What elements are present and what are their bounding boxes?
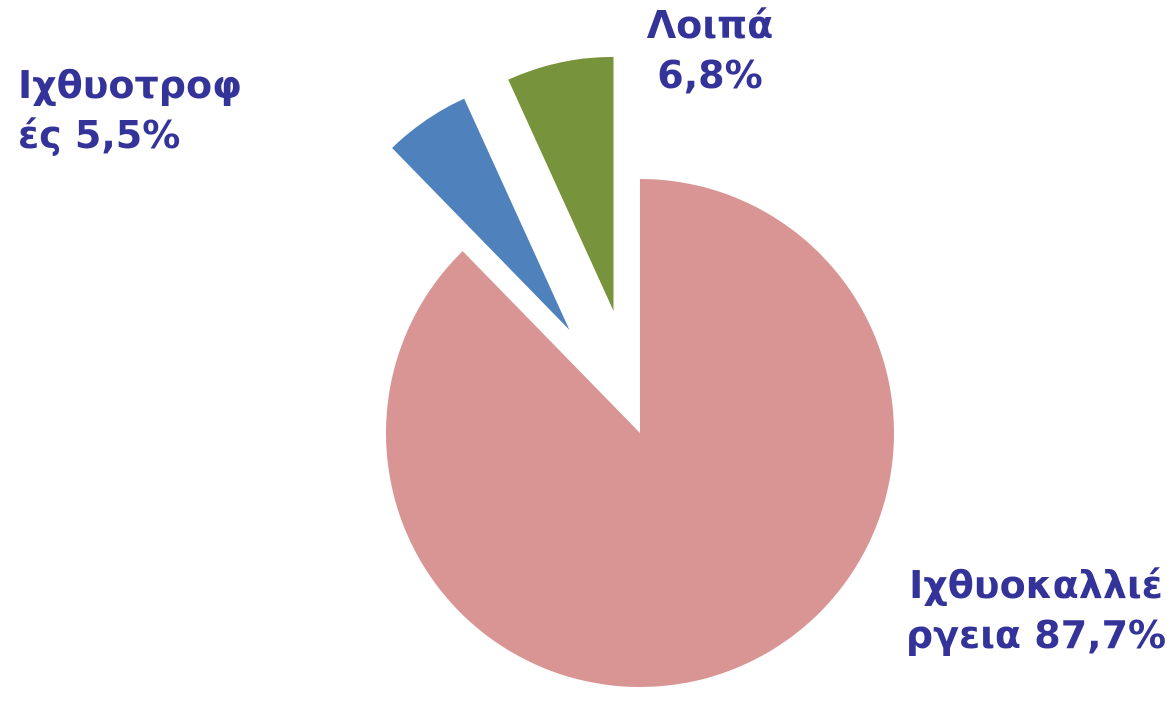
slice-name: Ιχθυοκαλλιέργεια — [905, 563, 1163, 657]
slice-label: Ιχθυοκαλλιέργεια 87,7% — [905, 560, 1167, 660]
pie-slice — [385, 179, 894, 687]
slice-label: Λοιπά 6,8% — [630, 0, 790, 100]
slice-value: 5,5% — [74, 113, 181, 157]
slice-name: Λοιπά — [646, 3, 774, 47]
slice-name: Ιχθυοτροφές — [18, 63, 242, 157]
slice-label: Ιχθυοτροφές 5,5% — [18, 60, 248, 160]
pie-slice — [392, 98, 570, 330]
slice-value: 87,7% — [1034, 613, 1167, 657]
pie-slice — [508, 56, 614, 311]
slice-value: 6,8% — [657, 53, 763, 97]
